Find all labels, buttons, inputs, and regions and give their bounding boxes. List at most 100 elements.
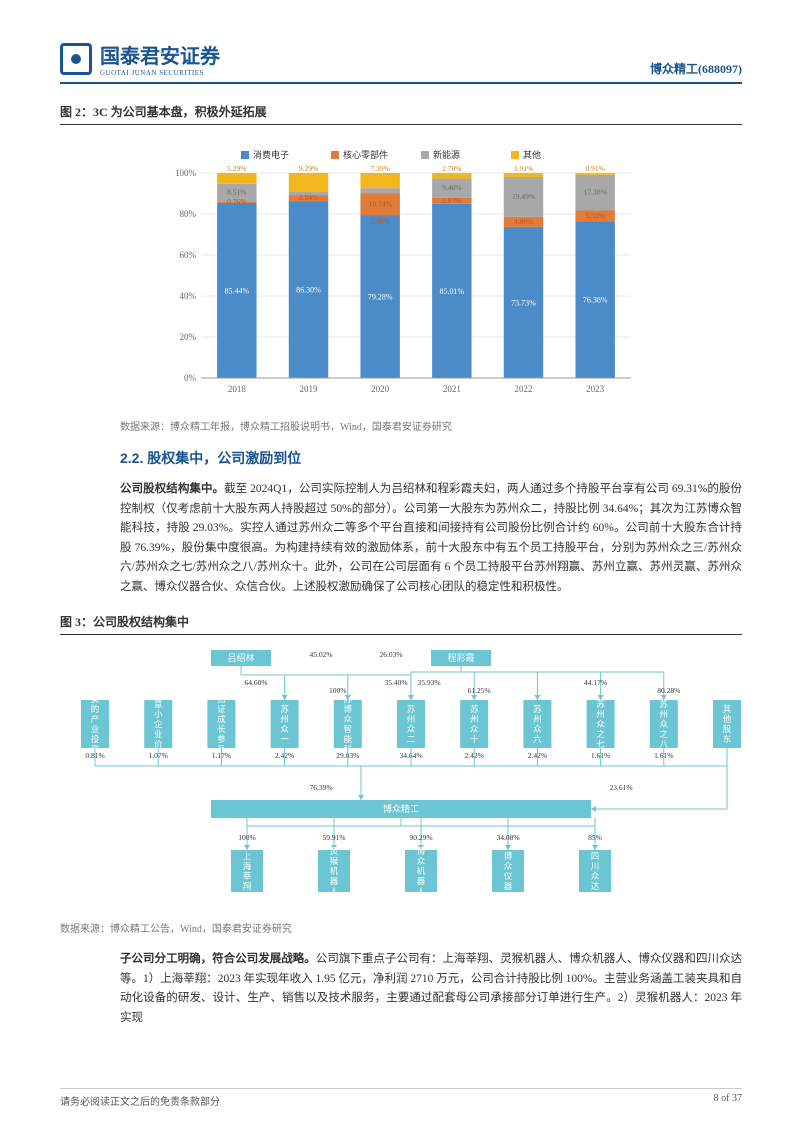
svg-text:35.93%: 35.93% <box>417 678 440 687</box>
svg-text:仪: 仪 <box>504 871 513 881</box>
svg-text:州: 州 <box>660 709 669 719</box>
svg-text:苏: 苏 <box>533 704 542 714</box>
svg-text:器: 器 <box>417 876 426 886</box>
svg-text:上: 上 <box>243 851 252 861</box>
svg-text:64.60%: 64.60% <box>244 678 267 687</box>
svg-text:100%: 100% <box>238 833 256 842</box>
svg-text:参: 参 <box>217 734 226 744</box>
svg-text:博众精工: 博众精工 <box>383 803 419 814</box>
svg-text:苏: 苏 <box>280 704 289 714</box>
svg-text:众: 众 <box>533 724 542 734</box>
svg-text:八: 八 <box>660 739 669 749</box>
svg-text:美: 美 <box>91 694 100 704</box>
svg-text:意: 意 <box>154 699 163 709</box>
svg-text:消费电子: 消费电子 <box>253 149 289 160</box>
svg-text:能: 能 <box>344 734 353 744</box>
svg-text:海: 海 <box>243 861 252 871</box>
svg-text:79.28%: 79.28% <box>368 293 393 302</box>
svg-text:85%: 85% <box>588 833 602 842</box>
svg-text:40%: 40% <box>180 291 197 301</box>
logo-text-en: GUOTAI JUNAN SECURITIES <box>100 69 220 77</box>
svg-text:100%: 100% <box>329 686 347 695</box>
svg-text:2022: 2022 <box>515 384 533 394</box>
svg-text:他: 他 <box>723 714 732 724</box>
svg-text:20%: 20% <box>180 332 197 342</box>
svg-text:61.25%: 61.25% <box>468 686 491 695</box>
svg-text:0.91%: 0.91% <box>585 164 604 173</box>
svg-text:成: 成 <box>217 714 226 724</box>
section-2-2-para: 公司股权结构集中。截至 2024Q1，公司实际控制人为吕绍林和程彩霞夫妇，两人通… <box>60 480 742 597</box>
footer-page-number: 8 of 37 <box>714 1093 742 1108</box>
svg-text:博: 博 <box>417 846 426 856</box>
svg-text:四: 四 <box>591 851 600 861</box>
page-header: 国泰君安证券 GUOTAI JUNAN SECURITIES 博众精工(6880… <box>60 40 742 84</box>
svg-text:招: 招 <box>217 694 226 704</box>
svg-text:州: 州 <box>596 709 605 719</box>
svg-text:苏: 苏 <box>660 699 669 709</box>
svg-text:长: 长 <box>217 724 226 734</box>
svg-text:17.38%: 17.38% <box>584 188 607 197</box>
svg-text:中: 中 <box>154 689 163 699</box>
logo-block: 国泰君安证券 GUOTAI JUNAN SECURITIES <box>60 40 220 77</box>
svg-text:证: 证 <box>217 704 226 714</box>
svg-text:其: 其 <box>723 704 732 714</box>
fig3-source: 数据来源：博众精工公告，Wind，国泰君安证券研究 <box>60 920 742 935</box>
svg-text:二: 二 <box>407 734 416 744</box>
svg-text:2.70%: 2.70% <box>442 164 461 173</box>
fig2-title: 图 2：3C 为公司基本盘，积极外延拓展 <box>60 99 742 125</box>
svg-text:翔: 翔 <box>243 881 252 891</box>
svg-text:80.28%: 80.28% <box>657 686 680 695</box>
svg-text:小: 小 <box>154 709 163 719</box>
svg-text:85.01%: 85.01% <box>439 287 464 296</box>
svg-text:众: 众 <box>591 871 600 881</box>
svg-text:2020: 2020 <box>371 384 390 394</box>
svg-text:产: 产 <box>91 714 100 724</box>
svg-text:59.91%: 59.91% <box>322 833 345 842</box>
svg-text:之: 之 <box>660 729 669 739</box>
svg-text:100%: 100% <box>175 168 197 178</box>
svg-text:一: 一 <box>280 734 289 744</box>
svg-text:60%: 60% <box>180 250 197 260</box>
svg-text:23.61%: 23.61% <box>609 783 632 792</box>
svg-text:莘: 莘 <box>243 871 252 881</box>
svg-text:众: 众 <box>280 724 289 734</box>
svg-text:的: 的 <box>91 704 100 714</box>
svg-text:9.29%: 9.29% <box>299 164 318 173</box>
svg-text:州: 州 <box>533 714 542 724</box>
svg-text:博: 博 <box>344 704 353 714</box>
svg-text:苏: 苏 <box>470 704 479 714</box>
svg-text:核心零部件: 核心零部件 <box>343 149 388 160</box>
svg-text:机: 机 <box>417 866 426 876</box>
svg-text:2023: 2023 <box>586 384 605 394</box>
svg-text:苏: 苏 <box>596 699 605 709</box>
svg-text:猴: 猴 <box>330 856 339 866</box>
svg-text:之: 之 <box>596 729 605 739</box>
svg-text:众: 众 <box>660 719 669 729</box>
svg-text:股: 股 <box>723 724 732 734</box>
ownership-diagram: 吕绍林程彩霞45.02%26.03%美的产业投资0.81%中意小企业价值1.07… <box>61 645 741 915</box>
svg-text:2.94%: 2.94% <box>299 193 318 202</box>
svg-text:东: 东 <box>723 734 732 744</box>
svg-text:34.08%: 34.08% <box>496 833 519 842</box>
svg-text:众: 众 <box>504 861 513 871</box>
svg-text:26.03%: 26.03% <box>379 650 402 659</box>
svg-text:六: 六 <box>533 734 542 744</box>
svg-text:州: 州 <box>470 714 479 724</box>
fig2-source: 数据来源：博众精工年报，博众精工招股说明书，Wind，国泰君安证券研究 <box>60 418 742 433</box>
svg-text:80%: 80% <box>180 209 197 219</box>
svg-text:10.74%: 10.74% <box>369 199 392 208</box>
body2-para: 子公司分工明确，符合公司发展战略。公司旗下重点子公司有：上海莘翔、灵猴机器人、博… <box>60 950 742 1028</box>
stock-info: 博众精工(688097) <box>650 60 742 77</box>
svg-text:人: 人 <box>330 886 339 896</box>
svg-text:2021: 2021 <box>443 384 461 394</box>
fig2-chart: 0%20%40%60%80%100%消费电子核心零部件新能源其他201885.4… <box>60 133 742 413</box>
svg-text:灵: 灵 <box>330 846 339 856</box>
svg-text:35.40%: 35.40% <box>384 678 407 687</box>
svg-text:博: 博 <box>504 851 513 861</box>
stacked-bar-chart: 0%20%40%60%80%100%消费电子核心零部件新能源其他201885.4… <box>161 143 641 403</box>
svg-text:85.44%: 85.44% <box>224 286 249 295</box>
svg-text:器: 器 <box>504 881 513 891</box>
svg-text:76.38%: 76.38% <box>583 296 608 305</box>
svg-text:19.49%: 19.49% <box>512 192 535 201</box>
svg-text:业: 业 <box>154 729 163 739</box>
